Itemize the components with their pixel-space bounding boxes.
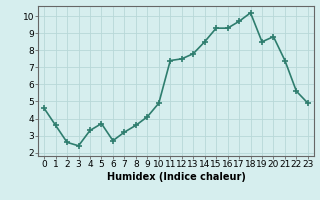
X-axis label: Humidex (Indice chaleur): Humidex (Indice chaleur) bbox=[107, 172, 245, 182]
